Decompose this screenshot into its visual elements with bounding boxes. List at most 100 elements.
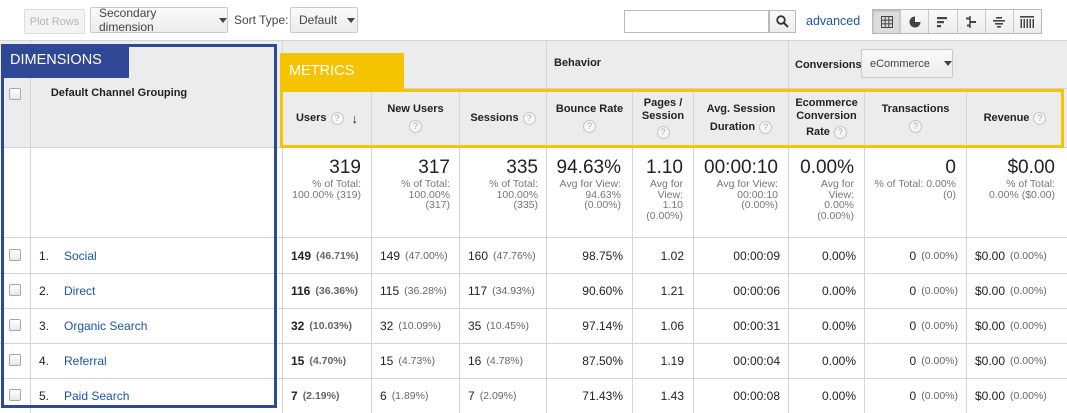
help-icon[interactable]: ? [759, 120, 773, 134]
select-all-checkbox[interactable] [9, 88, 21, 100]
ecom-rate-cell: 0.00% [789, 238, 856, 273]
column-header-pages-per-session[interactable]: Pages / Session ? [633, 89, 693, 147]
help-icon[interactable]: ? [656, 126, 670, 139]
pages-session-cell-value: 1.02 [660, 248, 684, 263]
revenue-cell-value: $0.00 [975, 283, 1006, 298]
term-cloud-view-icon[interactable] [986, 10, 1014, 33]
table-search-input[interactable] [624, 10, 769, 33]
bounce-rate-cell-value: 97.14% [582, 318, 623, 333]
help-icon[interactable]: ? [1033, 111, 1047, 125]
pivot-view-icon[interactable] [1014, 10, 1041, 33]
pages-session-cell-value: 1.21 [660, 283, 684, 298]
row-checkbox[interactable] [9, 319, 21, 331]
conversions-dropdown[interactable]: eCommerce [861, 49, 953, 78]
channel-link[interactable]: Organic Search [64, 318, 148, 333]
column-header-revenue[interactable]: Revenue ? [967, 89, 1063, 147]
transactions-cell-value: 0 [909, 248, 917, 263]
new-users-cell: 149 (47.00%) [380, 238, 459, 273]
channel-link[interactable]: Referral [64, 353, 107, 368]
transactions-cell-percent: (0.00%) [921, 354, 958, 367]
row-checkbox[interactable] [9, 249, 21, 261]
revenue-cell-percent: (0.00%) [1010, 249, 1047, 262]
channel-link[interactable]: Social [64, 248, 97, 263]
total-transactions-count: (0) [943, 188, 956, 201]
total-pages-session: 1.10 Avg for View: 1.10 (0.00%) [633, 158, 683, 221]
avg-session-header-line1: Avg. Session [706, 102, 776, 115]
advanced-search-link[interactable]: advanced [806, 14, 861, 28]
new-users-cell-value: 149 [380, 248, 401, 263]
total-ecom-rate-caption2: View: [828, 188, 855, 201]
row-checkbox[interactable] [9, 389, 21, 401]
revenue-cell: $0.00 (0.00%) [975, 343, 1059, 378]
bounce-rate-header-label: Bounce Rate [555, 103, 624, 115]
column-header-channel-grouping[interactable]: Default Channel Grouping [50, 86, 188, 99]
pie-view-icon[interactable] [901, 10, 930, 33]
sort-descending-icon: ↓ [351, 110, 359, 126]
ecom-header-line1: Ecommerce [795, 97, 858, 109]
plot-rows-button[interactable]: Plot Rows [24, 9, 85, 34]
total-sessions-value: 335 [506, 157, 538, 178]
sessions-cell: 117 (34.93%) [468, 273, 546, 308]
sessions-cell-percent: (47.76%) [493, 249, 536, 262]
avg-session-cell-value: 00:00:09 [733, 248, 780, 263]
table-view-icon[interactable] [873, 10, 902, 33]
users-cell-value: 116 [291, 283, 311, 298]
row-number: 2. [39, 283, 50, 298]
channel-link[interactable]: Paid Search [64, 388, 130, 403]
total-avg-session-caption: Avg for View: [716, 178, 778, 190]
sessions-cell-value: 7 [468, 388, 475, 403]
sort-type-dropdown[interactable]: Default [290, 7, 358, 33]
total-new-users-pct: 100.00% [408, 188, 450, 201]
total-new-users-value: 317 [418, 157, 450, 178]
comparison-view-icon[interactable] [958, 10, 986, 33]
sort-type-value: Default [299, 13, 338, 27]
transactions-cell-value: 0 [909, 283, 917, 298]
new-users-cell-value: 6 [380, 388, 387, 403]
column-header-transactions[interactable]: Transactions ? [865, 89, 966, 147]
sessions-cell-value: 16 [468, 353, 482, 368]
total-bounce-rate: 94.63% Avg for View: 94.63% (0.00%) [547, 158, 621, 211]
table-row: 4. Referral 15 (4.70%) 15 (4.73%) 16 (4.78%) 87.… [0, 343, 1067, 378]
pages-session-cell: 1.19 [633, 343, 684, 378]
help-icon[interactable]: ? [909, 120, 922, 133]
help-icon[interactable]: ? [330, 111, 344, 125]
users-cell: 7 (2.19%) [291, 378, 371, 413]
chevron-down-icon [347, 17, 356, 23]
search-button[interactable] [769, 10, 796, 33]
help-icon[interactable]: ? [409, 120, 422, 133]
table-row: 1. Social 149 (46.71%) 149 (47.00%) 160 (47.76%… [0, 238, 1067, 273]
help-icon[interactable]: ? [833, 126, 847, 139]
users-header-label: Users [295, 111, 327, 124]
secondary-dimension-dropdown[interactable]: Secondary dimension [90, 6, 228, 34]
help-icon[interactable]: ? [522, 111, 536, 125]
users-cell-value: 149 [291, 248, 312, 263]
avg-session-cell: 00:00:08 [694, 378, 780, 413]
column-header-users[interactable]: Users ? ↓ [283, 89, 371, 147]
ecom-rate-cell-value: 0.00% [821, 388, 856, 403]
row-checkbox[interactable] [9, 284, 21, 296]
revenue-cell: $0.00 (0.00%) [975, 378, 1059, 413]
total-users-detail: 100.00% (319) [292, 188, 361, 201]
column-header-bounce-rate[interactable]: Bounce Rate ? [547, 89, 632, 147]
users-cell: 116 (36.36%) [291, 273, 371, 308]
column-header-ecommerce-conversion-rate[interactable]: Ecommerce Conversion Rate ? [789, 89, 864, 147]
performance-view-icon[interactable] [929, 10, 958, 33]
new-users-cell: 6 (1.89%) [380, 378, 459, 413]
revenue-cell-value: $0.00 [975, 248, 1006, 263]
help-icon[interactable]: ? [583, 120, 596, 133]
table-row: 3. Organic Search 32 (10.03%) 32 (10.09%) 35 (1… [0, 308, 1067, 343]
ecom-rate-cell-value: 0.00% [821, 283, 856, 298]
users-cell-percent: (46.71%) [316, 249, 359, 262]
bounce-rate-cell-value: 71.43% [582, 388, 623, 403]
bounce-rate-cell: 87.50% [547, 343, 623, 378]
transactions-header-label: Transactions [881, 103, 950, 115]
column-header-sessions[interactable]: Sessions ? [460, 89, 546, 147]
column-header-new-users[interactable]: New Users ? [372, 89, 459, 147]
channel-link[interactable]: Direct [64, 283, 96, 298]
total-pages-session-delta: (0.00%) [646, 209, 683, 222]
conversions-dropdown-label: eCommerce [870, 57, 930, 70]
sessions-cell-value: 35 [468, 318, 482, 333]
bounce-rate-cell: 71.43% [547, 378, 623, 413]
column-header-avg-session-duration[interactable]: Avg. Session Duration ? [694, 89, 788, 147]
row-checkbox[interactable] [9, 354, 21, 366]
